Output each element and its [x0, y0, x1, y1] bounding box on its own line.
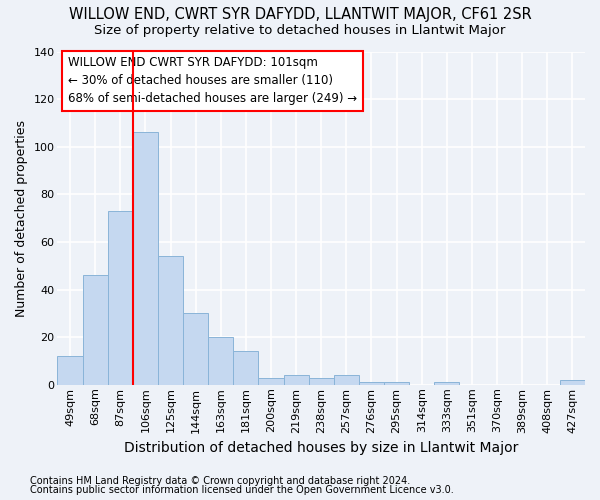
Bar — [334, 375, 359, 385]
Bar — [158, 256, 183, 385]
Text: Contains public sector information licensed under the Open Government Licence v3: Contains public sector information licen… — [30, 485, 454, 495]
Bar — [434, 382, 460, 385]
Bar — [259, 378, 284, 385]
X-axis label: Distribution of detached houses by size in Llantwit Major: Distribution of detached houses by size … — [124, 441, 518, 455]
Bar — [384, 382, 409, 385]
Y-axis label: Number of detached properties: Number of detached properties — [15, 120, 28, 316]
Bar — [560, 380, 585, 385]
Text: Contains HM Land Registry data © Crown copyright and database right 2024.: Contains HM Land Registry data © Crown c… — [30, 476, 410, 486]
Bar — [359, 382, 384, 385]
Bar — [233, 352, 259, 385]
Text: Size of property relative to detached houses in Llantwit Major: Size of property relative to detached ho… — [94, 24, 506, 37]
Text: WILLOW END, CWRT SYR DAFYDD, LLANTWIT MAJOR, CF61 2SR: WILLOW END, CWRT SYR DAFYDD, LLANTWIT MA… — [68, 8, 532, 22]
Bar — [58, 356, 83, 385]
Text: WILLOW END CWRT SYR DAFYDD: 101sqm
← 30% of detached houses are smaller (110)
68: WILLOW END CWRT SYR DAFYDD: 101sqm ← 30%… — [68, 56, 357, 106]
Bar — [308, 378, 334, 385]
Bar — [208, 337, 233, 385]
Bar — [83, 276, 108, 385]
Bar — [183, 314, 208, 385]
Bar — [108, 211, 133, 385]
Bar — [133, 132, 158, 385]
Bar — [284, 375, 308, 385]
